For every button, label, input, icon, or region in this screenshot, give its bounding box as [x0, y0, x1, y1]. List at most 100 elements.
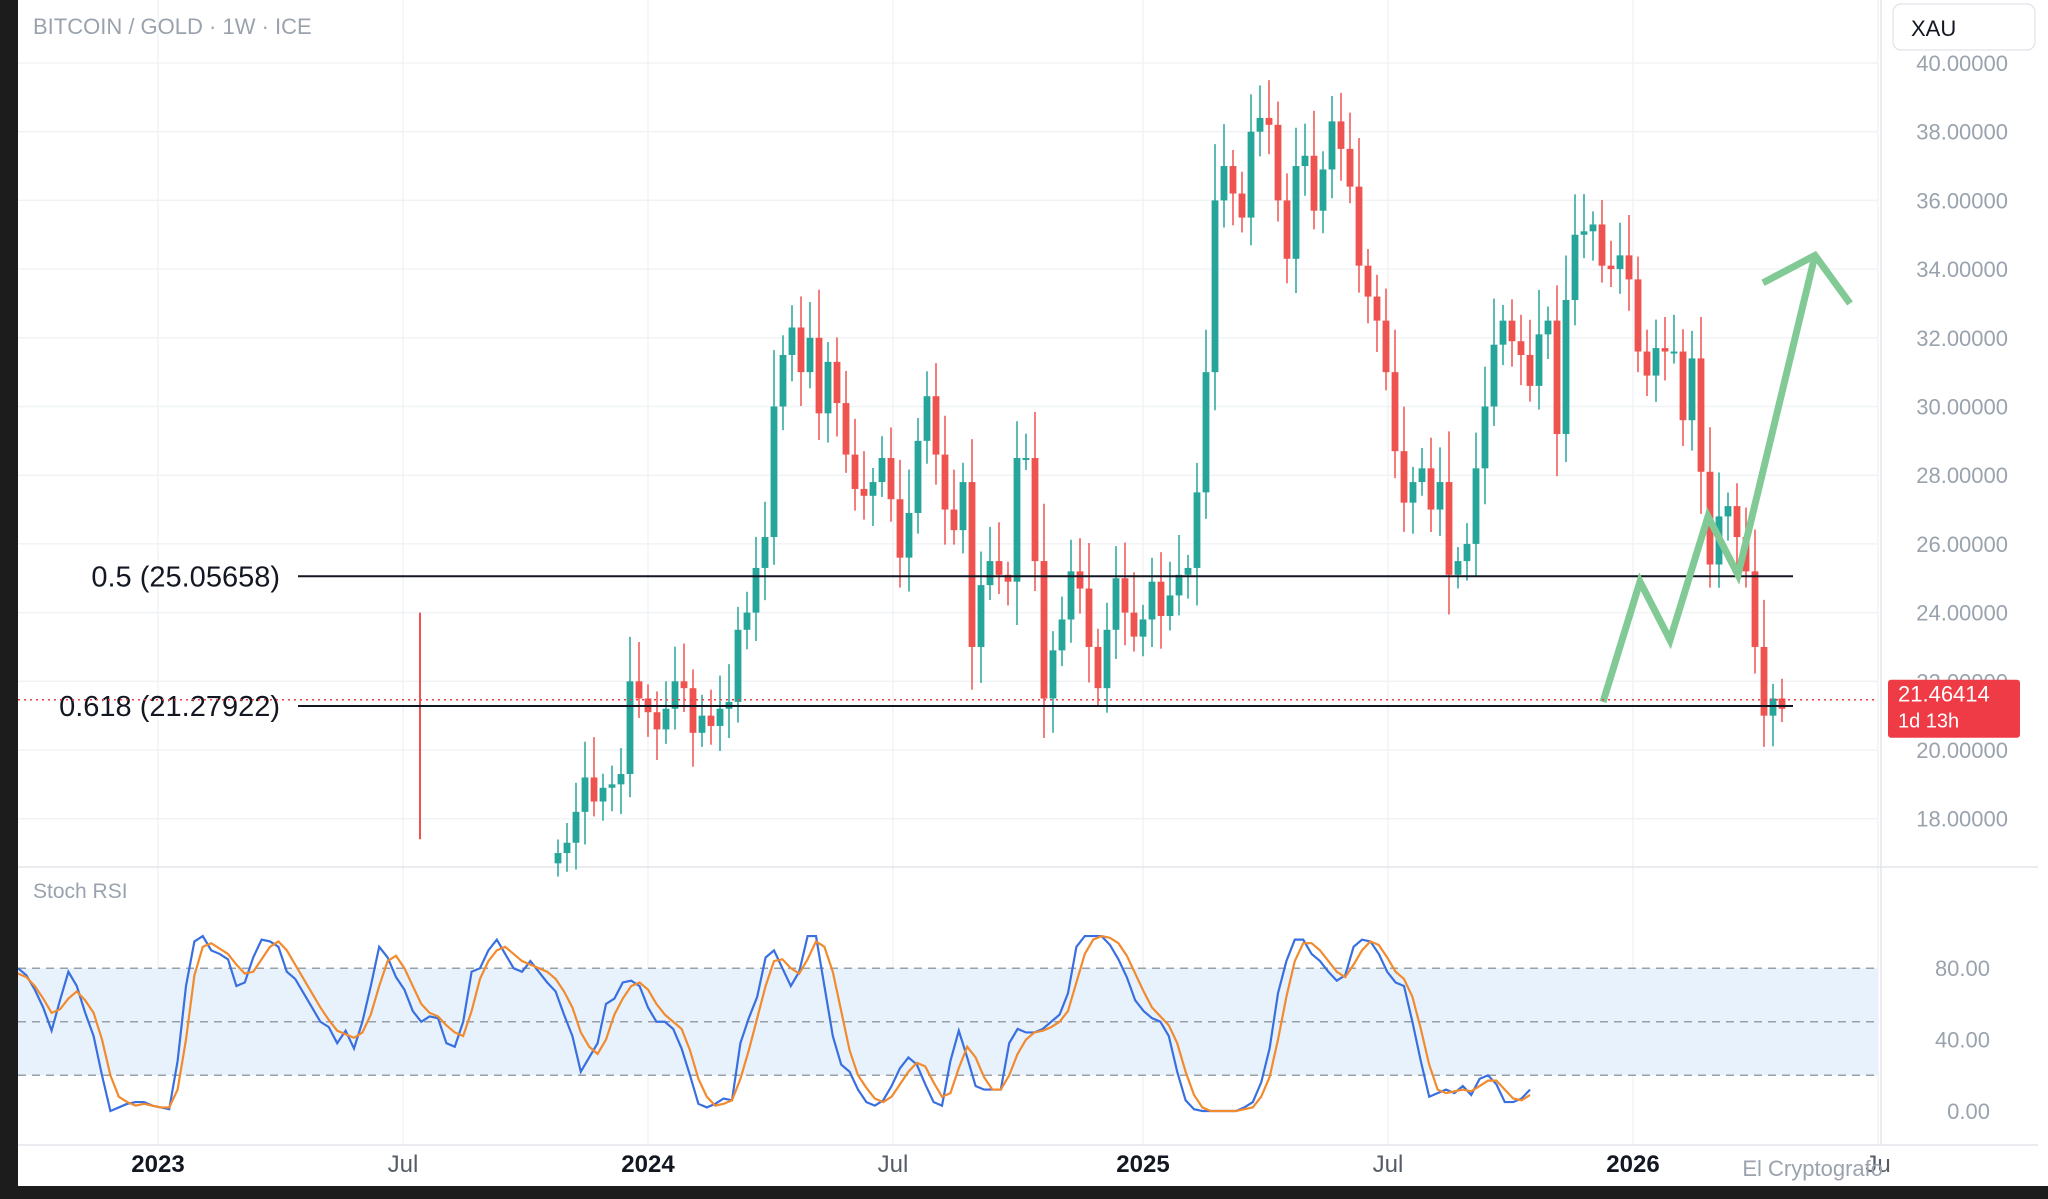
candle-body — [1094, 646, 1102, 689]
candle-body — [770, 406, 778, 538]
candle-body — [1346, 148, 1354, 187]
candle-body — [1589, 224, 1597, 232]
price-tick-label: 26.00000 — [1916, 532, 2008, 557]
stoch-rsi-d-line — [18, 934, 1531, 1113]
price-tick-label: 40.00000 — [1916, 51, 2008, 76]
candle-body — [923, 396, 931, 441]
candle-body — [1562, 300, 1570, 434]
candle-body — [563, 842, 571, 854]
time-tick-label: Jul — [388, 1151, 419, 1178]
stoch-rsi-k-line — [18, 934, 1531, 1113]
candle-body — [1058, 619, 1066, 651]
candle-body — [779, 354, 787, 407]
candle-body — [1634, 279, 1642, 352]
candle-body — [1166, 595, 1174, 617]
candle-body — [1175, 574, 1183, 596]
candle-body — [1418, 468, 1426, 483]
candle-body — [941, 454, 949, 510]
candle-body — [1598, 224, 1606, 266]
candle-body — [1481, 406, 1489, 469]
candle-body — [806, 337, 814, 373]
price-tick-label: 32.00000 — [1916, 326, 2008, 351]
candle-body — [1679, 351, 1687, 421]
time-tick-label: 2023 — [131, 1151, 184, 1178]
candle-body — [1229, 166, 1237, 194]
candle-body — [878, 458, 886, 483]
candle-body — [1670, 351, 1678, 354]
last-price-value: 21.46414 — [1898, 682, 1990, 707]
candle-body — [950, 509, 958, 531]
candle-body — [1778, 698, 1786, 709]
candle-body — [896, 499, 904, 558]
candle-body — [1490, 344, 1498, 407]
candle-body — [1256, 117, 1264, 132]
candle-body — [743, 612, 751, 630]
indicator-title: Stoch RSI — [33, 880, 128, 903]
candle-body — [1436, 482, 1444, 510]
candle-body — [1391, 372, 1399, 452]
candle-body — [1355, 186, 1363, 266]
time-tick-label: 2026 — [1606, 1151, 1659, 1178]
candle-body — [752, 567, 760, 613]
candle-body — [1643, 351, 1651, 376]
candle-body — [1328, 121, 1336, 170]
price-tick-label: 20.00000 — [1916, 738, 2008, 763]
price-tick-label: 24.00000 — [1916, 601, 2008, 626]
candle-body — [1409, 482, 1417, 503]
candle-body — [1607, 265, 1615, 270]
candle-body — [1337, 121, 1345, 149]
candle-body — [1130, 612, 1138, 637]
candle-body — [1004, 574, 1012, 582]
fib-level-label: 0.618 (21.27922) — [59, 691, 280, 723]
candle-body — [689, 688, 697, 733]
candle-body — [1625, 255, 1633, 280]
candle-body — [1661, 348, 1669, 352]
candle-body — [1769, 698, 1777, 716]
stoch-rsi-tick-label: 40.00 — [1935, 1028, 1990, 1053]
price-tick-label: 38.00000 — [1916, 120, 2008, 145]
candle-body — [662, 708, 670, 730]
candle-body — [1751, 571, 1759, 647]
time-tick-label: Ju — [1865, 1151, 1890, 1178]
candle-body — [833, 361, 841, 404]
projection-arrow — [1599, 254, 1819, 703]
candle-body — [1571, 234, 1579, 301]
candle-body — [1202, 372, 1210, 493]
candle-body — [815, 337, 823, 414]
candle-body — [590, 777, 598, 802]
candle-body — [968, 482, 976, 647]
chart-frame: 0.5 (25.05658) 0.618 (21.27922) 40.00000 3… — [18, 0, 2048, 1186]
currency-label[interactable]: XAU — [1911, 16, 1956, 41]
candle-body — [1463, 543, 1471, 562]
last-price-badge: 21.46414 1d 13h — [1888, 679, 2020, 738]
candle-body — [1265, 117, 1273, 125]
candle-body — [995, 561, 1003, 575]
chart-canvas[interactable]: 0.5 (25.05658) 0.618 (21.27922) 40.00000 3… — [18, 0, 2048, 1186]
fib-level-label: 0.5 (25.05658) — [91, 561, 280, 593]
candle-body — [1535, 334, 1543, 386]
price-tick-label: 36.00000 — [1916, 188, 2008, 213]
candle-body — [1022, 458, 1030, 461]
currency-button[interactable] — [1892, 3, 2036, 51]
candle-body — [1697, 358, 1705, 472]
candle-body — [1274, 124, 1282, 201]
candle-body — [1247, 131, 1255, 218]
time-tick-label: Jul — [878, 1151, 909, 1178]
price-tick-label: 18.00000 — [1916, 807, 2008, 832]
candle-body — [1040, 561, 1048, 699]
candle-body — [1292, 166, 1300, 259]
candle-body — [1067, 571, 1075, 620]
candle-body — [1211, 200, 1219, 373]
candle-body — [842, 403, 850, 455]
candle-body — [1517, 341, 1525, 355]
watermark-text: El Cryptografo — [1742, 1156, 1883, 1181]
stoch-rsi-tick-label: 0.00 — [1947, 1099, 1990, 1124]
candle-body — [680, 681, 688, 689]
candle-body — [671, 681, 679, 709]
candle-body — [797, 327, 805, 373]
candle-body — [860, 488, 868, 496]
candle-body — [1544, 320, 1552, 335]
candle-body — [1499, 320, 1507, 345]
candle-body — [1103, 629, 1111, 689]
candle-body — [734, 629, 742, 702]
